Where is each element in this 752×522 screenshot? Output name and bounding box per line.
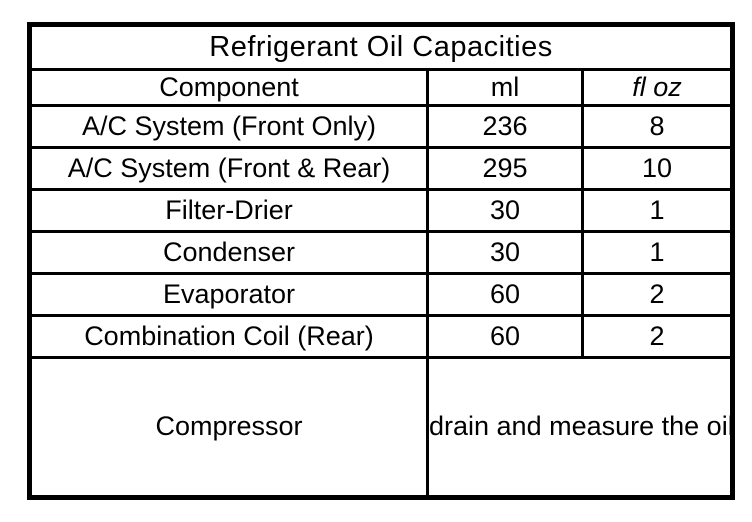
component-cell: A/C System (Front & Rear)	[28, 146, 429, 191]
table-row-ac-front-only: A/C System (Front Only) 236 8	[28, 104, 734, 149]
component-cell: Evaporator	[28, 272, 429, 317]
ml-value-cell: 60	[426, 314, 584, 359]
component-cell: Combination Coil (Rear)	[28, 314, 429, 359]
ml-value-cell: 60	[426, 272, 584, 317]
table-title: Refrigerant Oil Capacities	[28, 23, 734, 71]
ml-value-cell: 30	[426, 230, 584, 275]
table-row-condenser: Condenser 30 1	[28, 230, 734, 275]
table-header-row: Component ml fl oz	[28, 68, 734, 107]
component-cell: Condenser	[28, 230, 429, 275]
ml-value-cell: 30	[426, 188, 584, 233]
ml-value-cell: 236	[426, 104, 584, 149]
floz-value-cell: 8	[581, 104, 734, 149]
floz-value-cell: 2	[581, 314, 734, 359]
col-header-floz: fl oz	[581, 68, 734, 107]
floz-value-cell: 1	[581, 230, 734, 275]
component-cell: Filter-Drier	[28, 188, 429, 233]
component-cell: A/C System (Front Only)	[28, 104, 429, 149]
col-header-ml: ml	[426, 68, 584, 107]
floz-value-cell: 1	[581, 188, 734, 233]
table-row-filter-drier: Filter-Drier 30 1	[28, 188, 734, 233]
table-row-evaporator: Evaporator 60 2	[28, 272, 734, 317]
component-cell: Compressor	[28, 356, 429, 499]
ml-value-cell: 295	[426, 146, 584, 191]
col-header-component: Component	[28, 68, 429, 107]
table-row-ac-front-rear: A/C System (Front & Rear) 295 10	[28, 146, 734, 191]
refrigerant-oil-capacities-table: Refrigerant Oil Capacities Component ml …	[27, 22, 735, 500]
table-title-row: Refrigerant Oil Capacities	[28, 23, 734, 71]
floz-value-cell: 2	[581, 272, 734, 317]
compressor-note: drain and measure the oil from the old c…	[426, 356, 734, 499]
floz-value-cell: 10	[581, 146, 734, 191]
table-row-compressor: Compressor drain and measure the oil fro…	[28, 356, 734, 499]
table-row-combination-coil: Combination Coil (Rear) 60 2	[28, 314, 734, 359]
